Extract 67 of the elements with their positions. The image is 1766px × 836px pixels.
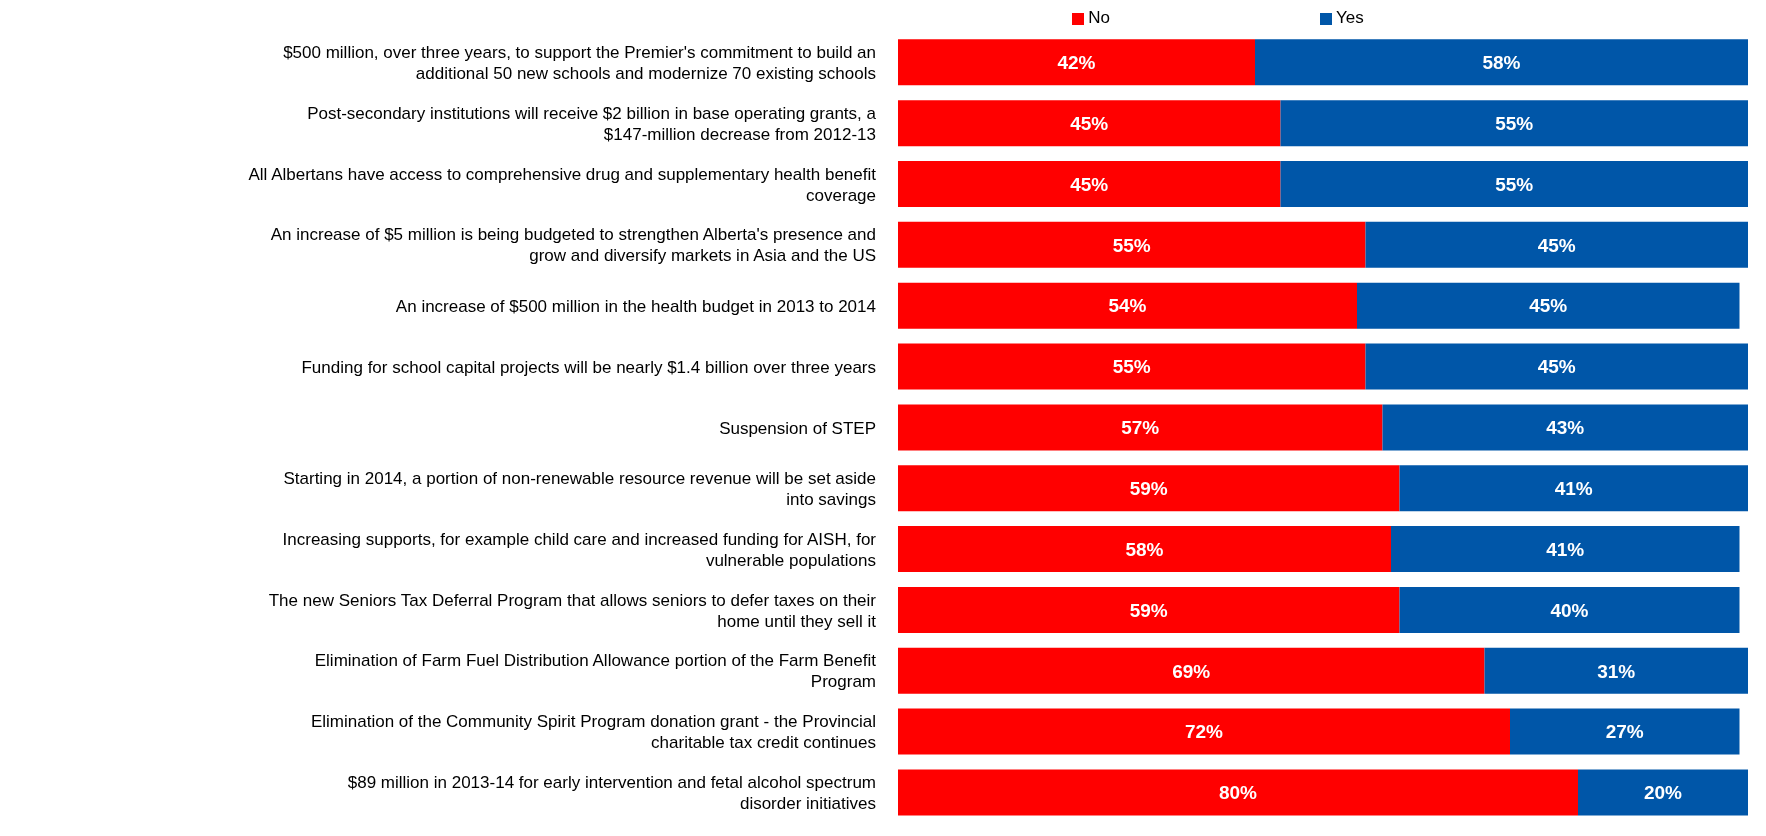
data-label: 27%	[1605, 721, 1644, 743]
bar	[1365, 343, 1748, 390]
legend-label: No	[1088, 8, 1110, 27]
bar	[1382, 404, 1748, 451]
bar	[898, 769, 1578, 816]
bar	[1391, 526, 1740, 573]
data-label: 45%	[1537, 234, 1576, 256]
bar	[898, 221, 1366, 268]
y-tick-label: $500 million, over three years, to support the Premier's commitment to build an additional 50 new schools and modernize 70 existing schools	[283, 42, 876, 83]
data-label: 45%	[1537, 356, 1576, 378]
data-label: 41%	[1546, 538, 1585, 560]
bar	[898, 708, 1510, 755]
y-tick-label: Elimination of Farm Fuel Distribution Allowance portion of the Farm Benefit Program	[314, 651, 877, 692]
data-label: 55%	[1112, 356, 1151, 378]
data-label: 59%	[1129, 599, 1168, 621]
bar	[1365, 221, 1748, 268]
data-label: 31%	[1597, 660, 1636, 682]
data-label: 42%	[1057, 52, 1096, 74]
bar	[898, 465, 1400, 512]
bar	[1280, 100, 1748, 147]
bar	[1578, 769, 1748, 816]
data-label: 58%	[1125, 538, 1164, 560]
bar	[1399, 465, 1748, 512]
y-tick-label: Starting in 2014, a portion of non-renewable resource revenue will be set aside into savings	[283, 468, 876, 509]
data-label: 55%	[1495, 112, 1534, 134]
bar	[1280, 160, 1748, 207]
bar	[1399, 586, 1740, 633]
data-label: 55%	[1112, 234, 1151, 256]
y-tick-label: An increase of $500 million in the health budget in 2013 to 2014	[395, 296, 876, 316]
bar	[898, 647, 1485, 694]
y-tick-label: Suspension of STEP	[719, 418, 876, 438]
y-tick-label: Elimination of the Community Spirit Program donation grant - the Provincial charitable tax credit continues	[310, 712, 876, 753]
bar	[898, 343, 1366, 390]
bar	[898, 160, 1281, 207]
bar	[1255, 39, 1748, 86]
data-label: 59%	[1129, 477, 1168, 499]
data-label: 80%	[1218, 782, 1258, 804]
data-label: 54%	[1108, 295, 1147, 317]
y-tick-label: Increasing supports, for example child care and increased funding for AISH, for vulnerable populations	[282, 529, 877, 570]
y-tick-label: Funding for school capital projects will be nearly $1.4 billion over three years	[301, 357, 876, 377]
y-tick-label: The new Seniors Tax Deferral Program that allows seniors to defer taxes on their home until they sell it	[268, 590, 877, 631]
bar	[898, 586, 1400, 633]
bar	[1510, 708, 1740, 755]
y-tick-label: $89 million in 2013-14 for early intervention and fetal alcohol spectrum disorder initiatives	[347, 773, 876, 814]
y-tick-label: Post-secondary institutions will receive $2 billion in base operating grants, a $147-million decrease from 2012-13	[307, 103, 877, 144]
bar	[898, 100, 1281, 147]
bar	[1357, 282, 1740, 329]
data-label: 41%	[1554, 477, 1593, 499]
data-label: 43%	[1546, 417, 1585, 439]
y-tick-label: All Albertans have access to comprehensive drug and supplementary health benefit coverage	[248, 164, 877, 205]
bar	[898, 404, 1383, 451]
data-label: 40%	[1550, 599, 1589, 621]
bar	[898, 39, 1255, 86]
data-label: 45%	[1070, 112, 1109, 134]
bar	[898, 526, 1391, 573]
data-label: 55%	[1495, 173, 1534, 195]
bar	[1484, 647, 1748, 694]
data-label: 45%	[1070, 173, 1109, 195]
data-label: 58%	[1482, 52, 1521, 74]
legend-label: Yes	[1336, 8, 1364, 27]
bar	[898, 282, 1357, 329]
data-label: 57%	[1121, 417, 1160, 439]
data-label: 20%	[1643, 782, 1683, 804]
data-label: 72%	[1184, 721, 1224, 743]
y-tick-label: An increase of $5 million is being budgeted to strengthen Alberta's presence and grow and diversify markets in Asia and the US	[270, 225, 876, 266]
data-label: 69%	[1172, 660, 1211, 682]
data-label: 45%	[1529, 295, 1568, 317]
